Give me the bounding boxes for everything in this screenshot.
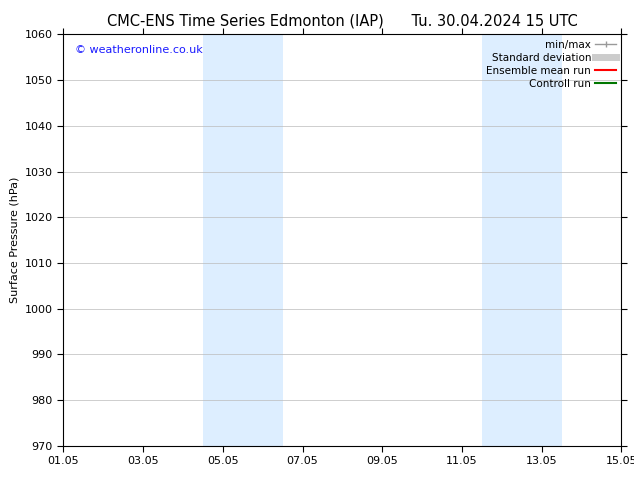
Bar bbox=[482, 34, 562, 446]
Bar bbox=[203, 34, 283, 446]
Text: © weatheronline.co.uk: © weatheronline.co.uk bbox=[75, 45, 202, 54]
Legend: min/max, Standard deviation, Ensemble mean run, Controll run: min/max, Standard deviation, Ensemble me… bbox=[486, 40, 616, 89]
Y-axis label: Surface Pressure (hPa): Surface Pressure (hPa) bbox=[10, 177, 19, 303]
Title: CMC-ENS Time Series Edmonton (IAP)      Tu. 30.04.2024 15 UTC: CMC-ENS Time Series Edmonton (IAP) Tu. 3… bbox=[107, 14, 578, 29]
